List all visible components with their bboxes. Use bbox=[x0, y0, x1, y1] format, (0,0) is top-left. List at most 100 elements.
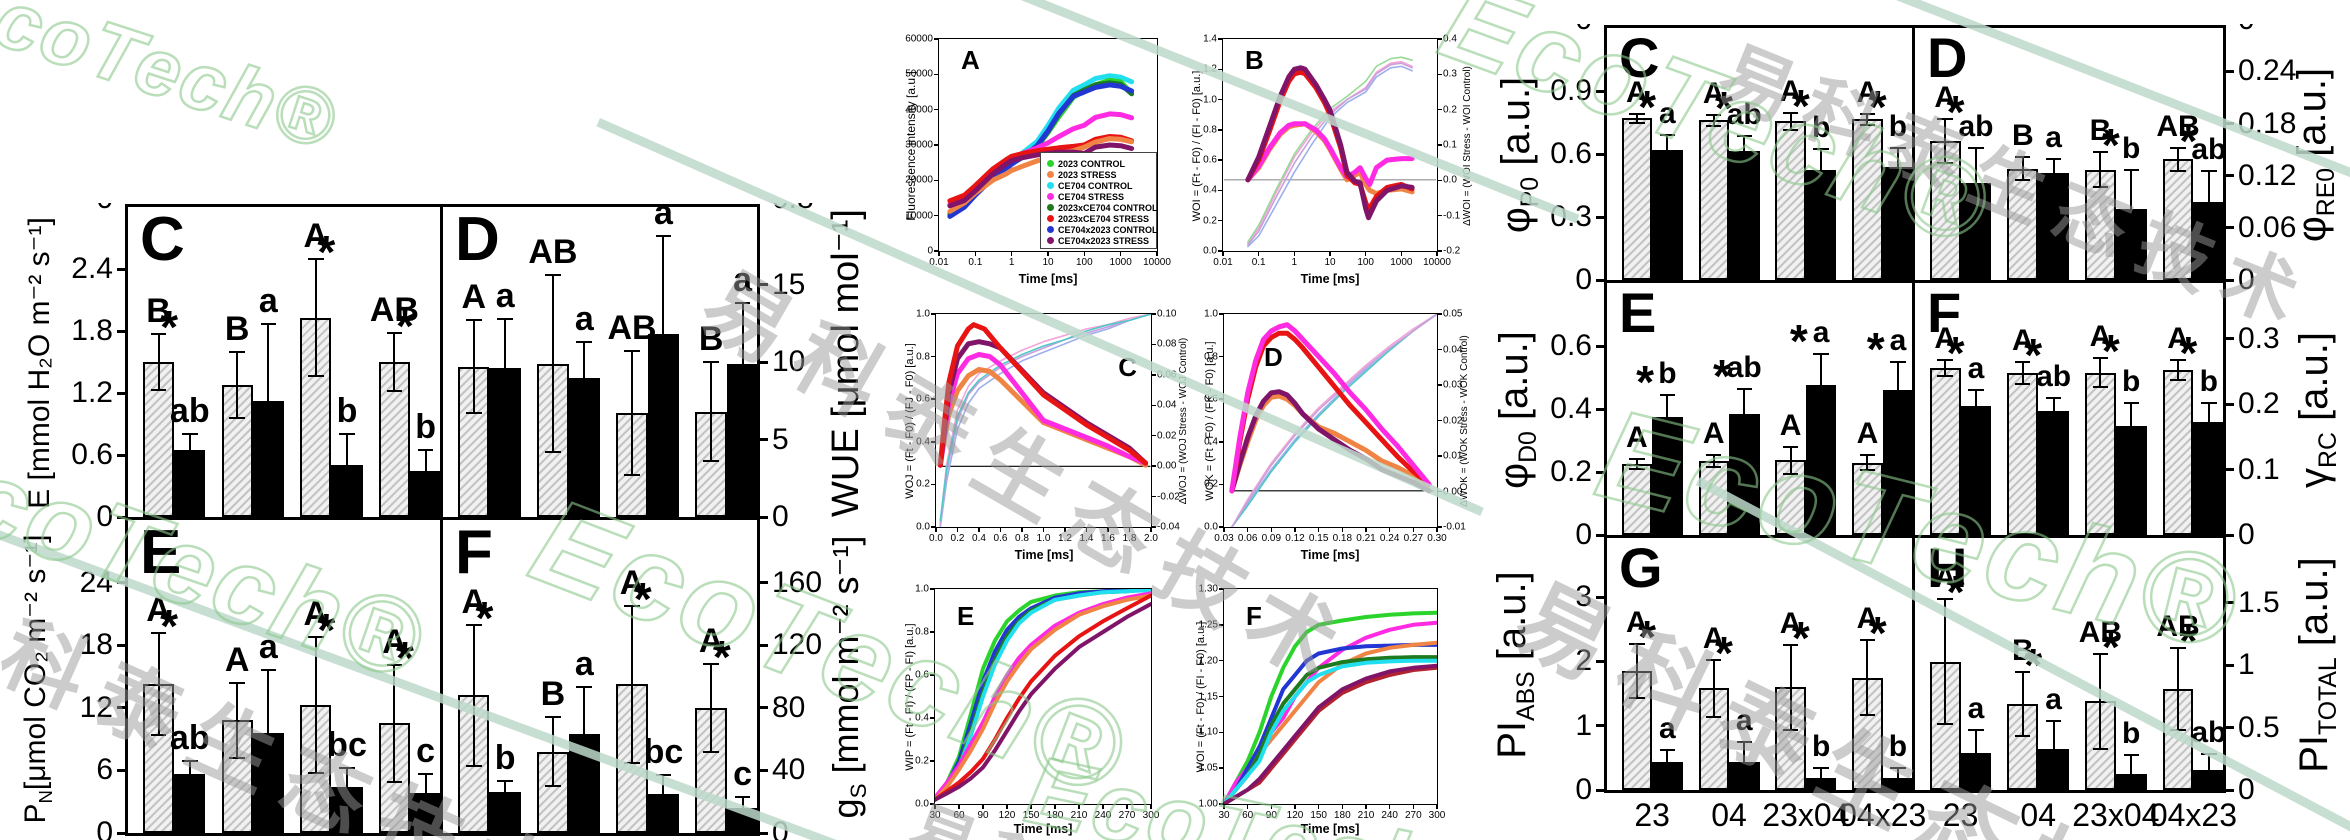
y-tick bbox=[934, 144, 939, 146]
y-tick bbox=[1219, 624, 1224, 626]
sig-star: * bbox=[1791, 611, 1810, 664]
error-bar bbox=[583, 687, 586, 782]
error-bar bbox=[1666, 749, 1669, 776]
x-tick-label: 10 bbox=[1042, 257, 1054, 268]
sig-letter: A bbox=[1779, 409, 1802, 443]
x-tick bbox=[1047, 251, 1049, 256]
bar-control bbox=[2085, 169, 2116, 280]
sig-letter: A bbox=[1779, 75, 1802, 109]
sig-letter: ab bbox=[2191, 715, 2227, 749]
error-bar bbox=[1896, 767, 1899, 790]
error-cap-top bbox=[339, 767, 355, 770]
error-cap-top bbox=[734, 796, 751, 799]
sig-letter: B bbox=[698, 320, 724, 358]
error-cap-top bbox=[2170, 359, 2186, 362]
sig-letter: A bbox=[303, 594, 329, 633]
error-bar bbox=[1896, 147, 1899, 186]
axis-title-PIabs: PIABS [a.u.] bbox=[1490, 571, 1540, 759]
error-cap-top bbox=[2123, 754, 2139, 757]
x-category-label: 23 bbox=[1634, 797, 1670, 833]
y2-tick-label: -0.04 bbox=[1157, 521, 1180, 533]
x-tick-label: 210 bbox=[1070, 810, 1088, 821]
error-cap-top bbox=[1659, 748, 1675, 751]
plot-WOI-B: B 0.01 0.1 1 10 100 1000 10000 0.0 0.2 0.4 0.6 0.8 1… bbox=[1203, 34, 1460, 269]
sig-letter: ab bbox=[169, 719, 210, 758]
x-tick-label: 0.2 bbox=[950, 533, 965, 544]
error-cap-bottom bbox=[576, 780, 593, 783]
axis-title-dWOK: ΔWOK = (WOK Stress - WOK Control) bbox=[1459, 335, 1470, 507]
error-cap-top bbox=[2123, 401, 2139, 404]
error-cap-bottom bbox=[1629, 121, 1645, 124]
axis-tick bbox=[2223, 69, 2234, 73]
error-bar bbox=[1866, 454, 1869, 471]
x-tick bbox=[1223, 527, 1225, 532]
legend-item: CE704x2023 STRESS bbox=[1047, 235, 1150, 246]
sig-star: * bbox=[2101, 325, 2120, 378]
error-cap-top bbox=[260, 322, 277, 325]
error-cap-bottom bbox=[2170, 169, 2186, 172]
error-cap-top bbox=[2045, 396, 2062, 399]
x-tick bbox=[1317, 527, 1320, 532]
legend-label: 2023 STRESS bbox=[1058, 169, 1117, 180]
sig-letter: A bbox=[1934, 322, 1957, 356]
error-bar bbox=[741, 797, 744, 819]
sig-letter: a bbox=[1659, 97, 1676, 131]
sig-letter: a bbox=[1812, 315, 1830, 349]
error-cap-top bbox=[1629, 458, 1645, 461]
error-cap-bottom bbox=[1813, 189, 1829, 192]
x-tick-label: 240 bbox=[1094, 810, 1112, 821]
error-cap-bottom bbox=[1629, 697, 1645, 700]
sig-letter: A bbox=[1702, 416, 1725, 450]
error-cap-top bbox=[339, 433, 355, 436]
y-tick-label: 1.00 bbox=[1198, 798, 1218, 810]
x-tick bbox=[1150, 527, 1152, 532]
y-tick-label: 0.0 bbox=[1204, 521, 1218, 533]
y2-tick bbox=[1151, 343, 1156, 346]
x-tick-label: 90 bbox=[1265, 810, 1277, 821]
error-bar bbox=[236, 682, 239, 758]
error-bar bbox=[1974, 147, 1977, 218]
axis-tick bbox=[117, 643, 128, 647]
error-bar bbox=[2130, 169, 2133, 248]
error-cap-top bbox=[1859, 453, 1876, 456]
error-cap-bottom bbox=[2123, 246, 2139, 249]
axis-tick bbox=[757, 643, 768, 647]
sig-letter: b bbox=[1811, 729, 1831, 763]
sig-star: * bbox=[712, 630, 731, 683]
error-cap-bottom bbox=[1736, 780, 1752, 783]
sig-letter: bc bbox=[327, 726, 367, 765]
error-cap-top bbox=[417, 772, 434, 775]
legend-dot bbox=[1047, 237, 1054, 244]
sig-star: * bbox=[2179, 614, 2198, 667]
error-cap-top bbox=[1859, 113, 1876, 116]
axis-tick-label: 0.6 bbox=[1550, 329, 1592, 362]
x-tick bbox=[1364, 251, 1367, 256]
x-tick-label: 0.30 bbox=[1427, 533, 1447, 544]
sig-letter: A bbox=[1626, 421, 1648, 455]
error-bar bbox=[2177, 360, 2180, 380]
sig-star: * bbox=[2024, 638, 2043, 691]
legend-label: CE704 CONTROL bbox=[1058, 180, 1133, 191]
error-cap-top bbox=[417, 448, 434, 451]
axis-tick bbox=[117, 329, 128, 333]
error-cap-bottom bbox=[703, 750, 719, 753]
error-bar bbox=[1820, 148, 1823, 191]
x-tick bbox=[938, 251, 940, 256]
error-bar bbox=[583, 341, 586, 414]
y-tick-label: 1.30 bbox=[1198, 583, 1218, 595]
panel-letter: C bbox=[140, 205, 185, 274]
legend-item: 2023 STRESS bbox=[1047, 169, 1150, 180]
x-tick bbox=[1054, 804, 1056, 809]
error-cap-top bbox=[2092, 357, 2109, 360]
sig-letter: A bbox=[698, 621, 724, 660]
x-tick bbox=[1102, 804, 1104, 809]
legend-item: CE704x2023 CONTROL bbox=[1047, 224, 1158, 235]
error-cap-top bbox=[150, 333, 167, 336]
error-cap-top bbox=[1629, 113, 1645, 116]
sig-star: * bbox=[2024, 328, 2043, 381]
axis-tick bbox=[117, 267, 128, 271]
x-tick-label: 180 bbox=[1333, 810, 1351, 821]
bar-control bbox=[1698, 120, 1729, 280]
y-tick bbox=[1219, 526, 1224, 528]
error-bar bbox=[2021, 157, 2024, 181]
